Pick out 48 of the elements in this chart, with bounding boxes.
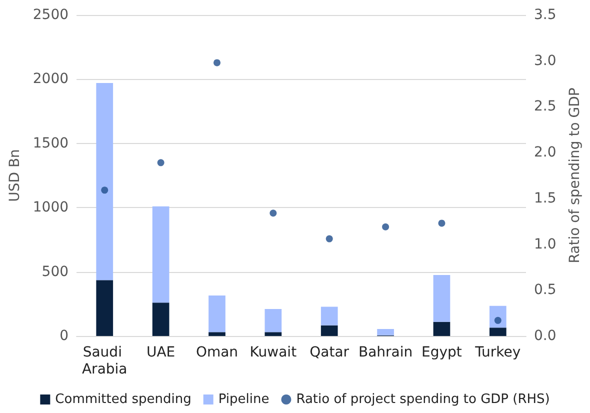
y2-tick-label: 2.5 bbox=[534, 98, 556, 115]
y2-tick-label: 1.0 bbox=[534, 236, 556, 252]
bar bbox=[377, 328, 394, 336]
point bbox=[382, 223, 390, 230]
bar bbox=[489, 328, 506, 336]
bar bbox=[208, 296, 226, 332]
legend-label: Committed spending bbox=[55, 392, 192, 407]
y-tick-label: 500 bbox=[42, 264, 69, 280]
bar bbox=[152, 206, 170, 303]
y-tick-label: 1500 bbox=[32, 135, 69, 152]
bar bbox=[433, 322, 450, 336]
y2-tick-label: 1.5 bbox=[534, 190, 556, 206]
y2-tick-label: 3.0 bbox=[534, 52, 556, 69]
point bbox=[326, 235, 333, 242]
y2-tick-label: 2.0 bbox=[534, 144, 556, 161]
bar bbox=[208, 332, 226, 336]
y2-tick-label: 0.0 bbox=[534, 328, 556, 344]
y2-tick-label: 3.5 bbox=[534, 7, 556, 23]
x-tick-label: Turkey bbox=[474, 344, 521, 360]
y2-tick-label: 0.5 bbox=[534, 282, 556, 298]
bar bbox=[320, 325, 338, 336]
bar bbox=[433, 275, 450, 322]
y-tick-label: 0 bbox=[60, 328, 69, 344]
bar bbox=[96, 83, 114, 280]
y-axis-title: USD Bn bbox=[7, 149, 23, 202]
bar bbox=[264, 332, 282, 336]
x-tick-label: Egypt bbox=[422, 344, 462, 360]
x-tick-label: Qatar bbox=[310, 344, 350, 360]
x-tick-label: Kuwait bbox=[250, 344, 298, 360]
point bbox=[101, 186, 108, 194]
y-tick-label: 2000 bbox=[32, 71, 69, 88]
bar bbox=[320, 306, 338, 326]
legend-label: Ratio of project spending to GDP (RHS) bbox=[296, 392, 550, 407]
point bbox=[270, 210, 277, 217]
x-tick-label: Bahrain bbox=[358, 344, 413, 360]
legend-label: Pipeline bbox=[218, 392, 270, 407]
bar bbox=[96, 280, 114, 336]
y-tick-label: 2500 bbox=[32, 7, 69, 23]
y-tick-label: 1000 bbox=[32, 200, 69, 216]
y2-axis-title: Ratio of spending to GDP bbox=[567, 88, 583, 264]
point bbox=[213, 59, 220, 66]
bar bbox=[264, 309, 282, 332]
bar bbox=[152, 302, 170, 336]
x-tick-label: UAE bbox=[146, 344, 176, 360]
point bbox=[157, 159, 164, 166]
x-tick-label: Saudi Arabia bbox=[82, 344, 128, 378]
point bbox=[438, 220, 446, 227]
x-tick-label: Oman bbox=[196, 344, 238, 360]
